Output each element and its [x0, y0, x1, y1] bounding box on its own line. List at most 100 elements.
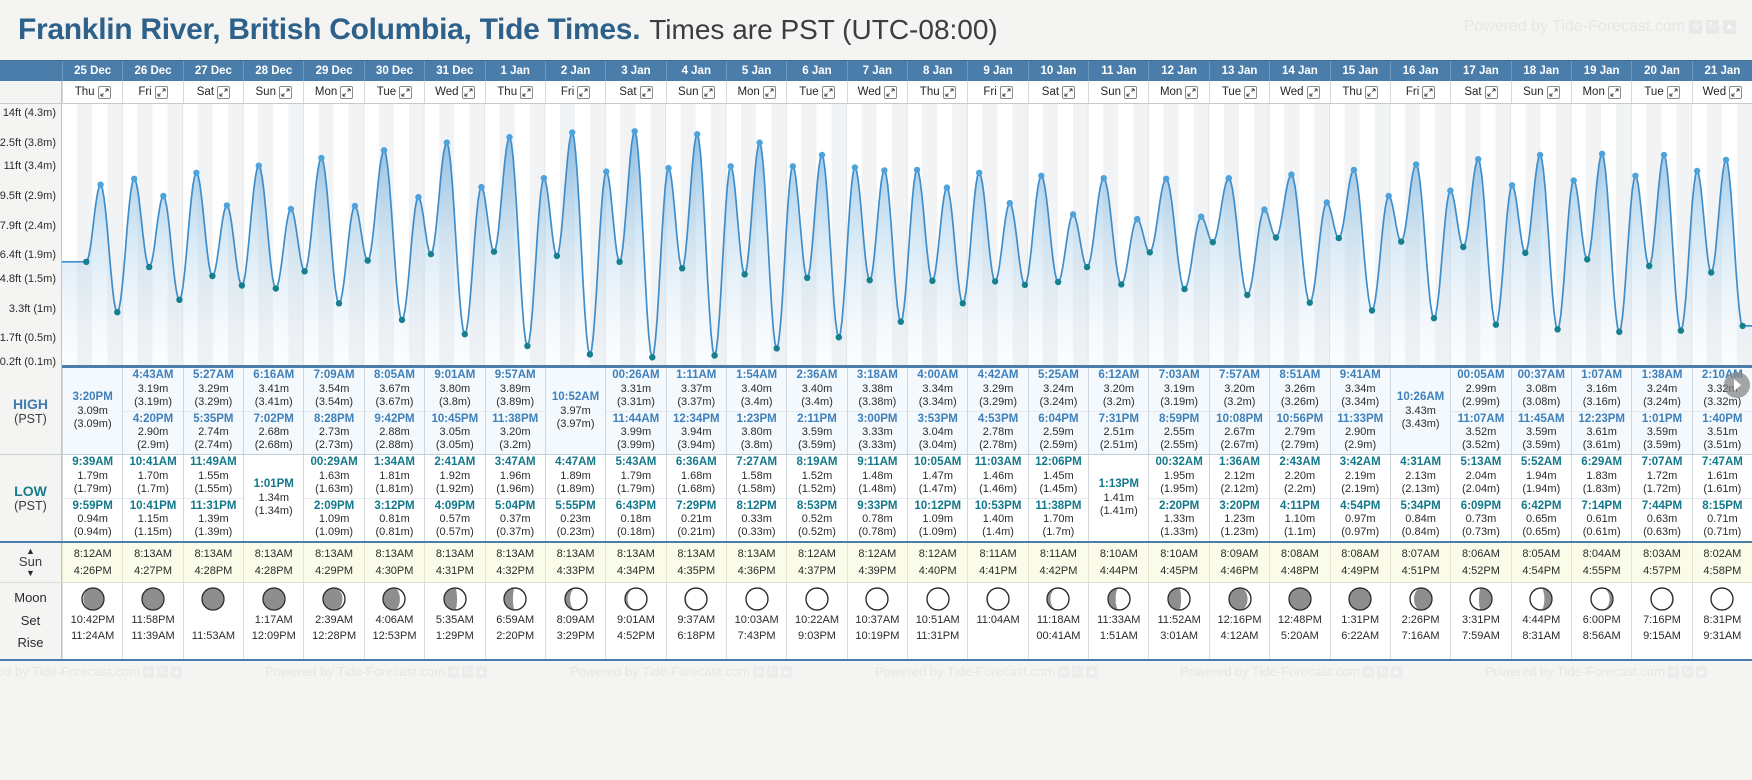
- low-tide-time: 2:09PM: [313, 499, 355, 512]
- low-tide-height: 1.72m: [1646, 469, 1678, 482]
- moonrise-time: 3:29PM: [556, 629, 595, 642]
- high-tide-marker: [1722, 156, 1730, 163]
- date-header-cell[interactable]: 18 Jan: [1510, 61, 1571, 81]
- high-tide-height: 2.79m: [1284, 426, 1316, 439]
- expand-icon[interactable]: [821, 85, 835, 99]
- date-header-cell[interactable]: 16 Jan: [1389, 61, 1450, 81]
- high-tide-height: 3.54m: [318, 382, 350, 395]
- expand-icon[interactable]: [701, 85, 715, 99]
- date-header-cell[interactable]: 21 Jan: [1691, 61, 1752, 81]
- expand-icon[interactable]: [217, 85, 231, 99]
- date-header-cell[interactable]: 20 Jan: [1631, 61, 1691, 81]
- low-tide-height-alt: (1.79m): [73, 482, 112, 495]
- date-header-cell[interactable]: 12 Jan: [1148, 61, 1208, 81]
- date-header-cell[interactable]: 9 Jan: [967, 61, 1027, 81]
- date-header-cell[interactable]: 30 Dec: [363, 61, 424, 81]
- sunset-time: 4:37PM: [798, 564, 836, 577]
- date-header-cell[interactable]: 29 Dec: [303, 61, 363, 81]
- expand-icon[interactable]: [1666, 85, 1680, 99]
- date-header-cell[interactable]: 1 Jan: [484, 61, 545, 81]
- expand-icon[interactable]: [154, 85, 168, 99]
- date-header-cell[interactable]: 17 Jan: [1450, 61, 1510, 81]
- expand-icon[interactable]: [1365, 85, 1379, 99]
- low-tide-time: 1:01PM: [253, 478, 294, 491]
- expand-icon[interactable]: [1546, 85, 1560, 99]
- low-tide-height-alt: (1.09m): [315, 526, 354, 539]
- moonset-time: 11:52AM: [1157, 614, 1201, 626]
- expand-icon[interactable]: [278, 85, 292, 99]
- date-header-cell[interactable]: 3 Jan: [605, 61, 665, 81]
- date-header-cell[interactable]: 26 Dec: [122, 61, 182, 81]
- expand-icon[interactable]: [97, 85, 111, 99]
- high-tide-entry: 9:57AM 3.89m (3.89m): [486, 368, 545, 411]
- low-tide-day-column: 2:43AM 2.20m (2.2m) 4:11PM 1.10m (1.1m): [1269, 455, 1330, 541]
- expand-icon[interactable]: [1185, 85, 1199, 99]
- moon-phase-icon: [1408, 587, 1433, 611]
- high-tide-height-alt: (3.29m): [194, 395, 233, 408]
- low-tide-entry: 7:14PM 0.61m (0.61m): [1571, 497, 1632, 542]
- date-header-cell[interactable]: 25 Dec: [62, 61, 122, 81]
- date-header-cell[interactable]: 13 Jan: [1208, 61, 1269, 81]
- expand-icon[interactable]: [999, 85, 1013, 99]
- low-tide-height: 0.97m: [1344, 513, 1376, 526]
- sunset-time: 4:36PM: [737, 564, 776, 577]
- expand-icon[interactable]: [577, 85, 591, 99]
- moon-day-column: 6:00PM 8:56AM: [1570, 583, 1632, 659]
- expand-icon[interactable]: [520, 85, 534, 99]
- date-header-cell[interactable]: 8 Jan: [907, 61, 967, 81]
- scroll-right-button[interactable]: [1724, 372, 1750, 398]
- date-header-cell[interactable]: 2 Jan: [544, 61, 605, 81]
- high-tide-height: 3.26m: [1284, 382, 1316, 395]
- high-tide-height: 2.99m: [1465, 382, 1497, 395]
- expand-icon[interactable]: [884, 85, 898, 99]
- sun-day-column: 8:13AM 4:35PM: [665, 543, 726, 582]
- moon-day-column: 5:35AM 1:29PM: [424, 583, 485, 659]
- high-tide-time: 00:05AM: [1457, 369, 1505, 381]
- moon-phase-icon-wrap: [261, 586, 287, 612]
- high-tide-day-column: 2:10AM 3.32m (3.32m) 1:40PM 3.51m (3.51m): [1691, 368, 1752, 454]
- expand-icon[interactable]: [1062, 85, 1076, 99]
- expand-icon[interactable]: [1729, 85, 1743, 99]
- date-header-cell[interactable]: 11 Jan: [1088, 61, 1148, 81]
- moon-phase-icon-wrap: [321, 586, 347, 612]
- high-tide-time: 5:27AM: [192, 369, 234, 381]
- date-header-cell[interactable]: 31 Dec: [424, 61, 484, 81]
- date-header-cell[interactable]: 6 Jan: [786, 61, 846, 81]
- high-tide-day-column: 5:25AM 3.24m (3.24m) 6:04PM 2.59m (2.59m): [1027, 368, 1089, 454]
- expand-icon[interactable]: [340, 85, 354, 99]
- moon-phase-icon-wrap: [502, 586, 528, 612]
- date-header-cell[interactable]: 27 Dec: [182, 61, 243, 81]
- expand-icon[interactable]: [762, 85, 776, 99]
- high-tide-time: 6:04PM: [1038, 412, 1079, 425]
- date-header-cell[interactable]: 10 Jan: [1027, 61, 1088, 81]
- low-tide-time: 4:54PM: [1340, 499, 1381, 512]
- date-header-cell[interactable]: 4 Jan: [665, 61, 726, 81]
- date-header-cell[interactable]: 5 Jan: [725, 61, 786, 81]
- expand-icon[interactable]: [1124, 85, 1138, 99]
- expand-icon[interactable]: [1422, 85, 1436, 99]
- low-tide-marker: [586, 351, 594, 358]
- expand-icon[interactable]: [461, 85, 475, 99]
- high-tide-height-alt: (3.09m): [73, 417, 112, 430]
- expand-icon[interactable]: [399, 85, 413, 99]
- high-tide-entry: 2:36AM 3.40m (3.4m): [787, 368, 846, 411]
- expand-icon[interactable]: [1484, 85, 1498, 99]
- high-tide-height: 2.90m: [137, 426, 169, 439]
- expand-icon[interactable]: [942, 85, 956, 99]
- moon-lit-portion: [83, 588, 104, 610]
- date-header-cell[interactable]: 7 Jan: [846, 61, 907, 81]
- expand-icon[interactable]: [639, 85, 653, 99]
- moonset-time: 1:17AM: [254, 614, 293, 626]
- expand-icon[interactable]: [1244, 85, 1258, 99]
- expand-icon[interactable]: [1607, 85, 1621, 99]
- date-header-cell[interactable]: 28 Dec: [243, 61, 303, 81]
- expand-icon[interactable]: [1306, 85, 1320, 99]
- low-tide-entry: 5:13AM 2.04m (2.04m): [1451, 455, 1510, 498]
- high-tide-height: 2.67m: [1224, 426, 1255, 439]
- date-header-cell[interactable]: 15 Jan: [1329, 61, 1390, 81]
- date-header-cell[interactable]: 19 Jan: [1570, 61, 1631, 81]
- date-header-cell[interactable]: 14 Jan: [1269, 61, 1329, 81]
- low-tide-height: 1.09m: [922, 513, 953, 526]
- moon-day-column: 11:04AM: [967, 583, 1028, 659]
- high-tide-entry: 11:45AM 3.59m (3.59m): [1511, 410, 1571, 455]
